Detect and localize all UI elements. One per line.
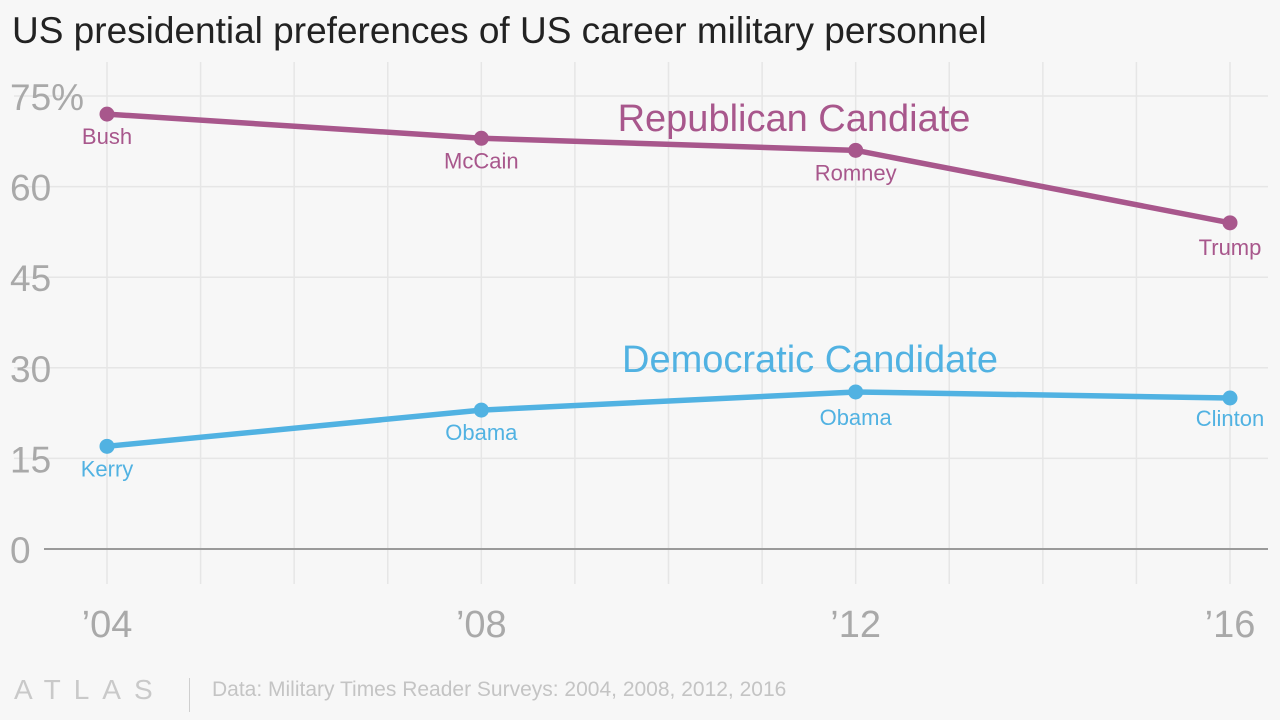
data-label: Obama <box>820 405 893 430</box>
data-point <box>1222 215 1238 231</box>
y-tick-label: 75% <box>10 77 84 118</box>
chart-footer: ATLAS Data: Military Times Reader Survey… <box>0 672 1280 712</box>
data-point <box>99 106 115 122</box>
x-tick-label: ’04 <box>82 604 133 646</box>
data-label: McCain <box>444 148 519 173</box>
y-tick-label: 45 <box>10 258 51 299</box>
data-point <box>99 438 115 454</box>
atlas-logo: ATLAS <box>14 674 166 705</box>
data-point <box>473 402 489 418</box>
y-tick-label: 60 <box>10 168 51 209</box>
y-tick-label: 0 <box>10 530 31 571</box>
series-line-republican <box>104 111 1233 226</box>
data-label: Clinton <box>1196 406 1264 431</box>
line-chart: 75% 60 45 30 15 0 ’04 ’08 ’12 ’16 Bush McCain Romney… <box>10 62 1268 646</box>
data-label: Kerry <box>81 456 134 481</box>
data-point <box>848 384 864 400</box>
x-tick-label: ’16 <box>1205 604 1256 646</box>
series-label: Democratic Candidate <box>622 339 998 381</box>
data-label: Trump <box>1199 235 1262 260</box>
chart-title: US presidential preferences of US career… <box>12 10 987 51</box>
data-label: Obama <box>445 420 518 445</box>
x-tick-label: ’12 <box>830 604 881 646</box>
data-point <box>473 130 489 146</box>
y-tick-label: 30 <box>10 349 51 390</box>
series-label: Republican Candiate <box>618 98 971 140</box>
y-tick-label: 15 <box>10 439 51 480</box>
x-tick-label: ’08 <box>456 604 507 646</box>
data-label: Romney <box>815 160 897 185</box>
footer-divider <box>189 678 190 712</box>
data-point <box>848 142 864 158</box>
data-label: Bush <box>82 124 132 149</box>
data-point <box>1222 390 1238 406</box>
source-note: Data: Military Times Reader Surveys: 200… <box>212 678 787 701</box>
series-line-democratic <box>104 389 1233 450</box>
